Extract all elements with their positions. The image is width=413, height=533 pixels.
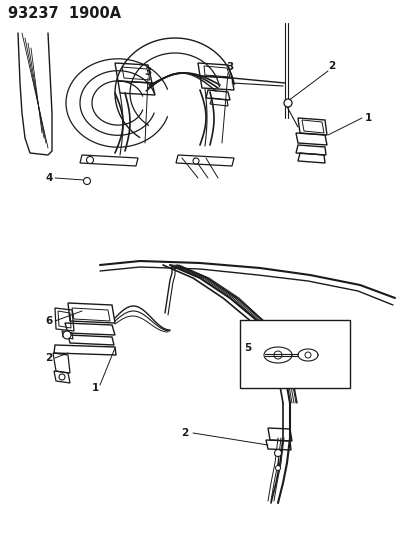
Text: 6: 6 <box>45 316 52 326</box>
Text: 2: 2 <box>45 353 52 363</box>
Text: 1: 1 <box>91 383 98 393</box>
Circle shape <box>275 465 280 471</box>
Text: 3: 3 <box>144 67 151 77</box>
Circle shape <box>273 351 281 359</box>
Bar <box>240 320 349 388</box>
Text: 2: 2 <box>181 428 188 438</box>
Text: 4: 4 <box>45 173 52 183</box>
Text: 3: 3 <box>226 62 233 72</box>
Text: 2: 2 <box>328 61 335 71</box>
Circle shape <box>83 177 90 184</box>
Text: 93237  1900A: 93237 1900A <box>8 5 121 20</box>
Circle shape <box>192 158 199 164</box>
Circle shape <box>283 99 291 107</box>
Circle shape <box>86 157 93 164</box>
Text: 1: 1 <box>363 113 371 123</box>
Circle shape <box>274 449 281 456</box>
Circle shape <box>63 331 71 339</box>
Text: 5: 5 <box>244 343 251 353</box>
Circle shape <box>304 352 310 358</box>
Circle shape <box>59 374 65 380</box>
